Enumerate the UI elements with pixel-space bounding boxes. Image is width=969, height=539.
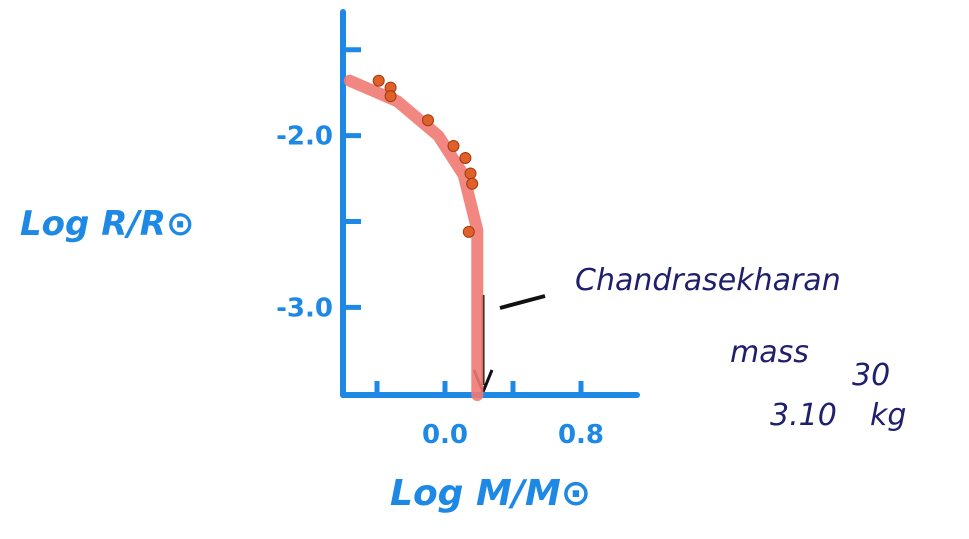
data-point [447, 139, 460, 152]
x-tick-label: 0.8 [558, 420, 604, 450]
annotation-text: 3.10 [770, 398, 837, 433]
pointer-line [499, 294, 546, 310]
data-point [384, 90, 397, 103]
data-point [466, 177, 479, 190]
y-tick-label: -2.0 [276, 122, 333, 152]
fit-curve [343, 74, 484, 401]
y-axis-label: Log R/R⊙ [20, 204, 194, 244]
y-tick-label: -3.0 [276, 293, 333, 323]
data-point [422, 114, 434, 127]
x-axis-label: Log M/M⊙ [390, 473, 591, 514]
annotation-text: kg [870, 398, 906, 433]
data-point [459, 151, 472, 164]
data-point [462, 225, 475, 238]
data-point [372, 74, 385, 87]
annotation-text: 30 [852, 358, 890, 393]
annotation-text: mass [730, 335, 809, 370]
data-point [464, 167, 477, 180]
annotation: Chandrasekharan mass 3.10 30 kg [472, 263, 906, 433]
x-tick-label: 0.0 [422, 420, 468, 450]
annotation-text: Chandrasekharan [575, 263, 841, 298]
